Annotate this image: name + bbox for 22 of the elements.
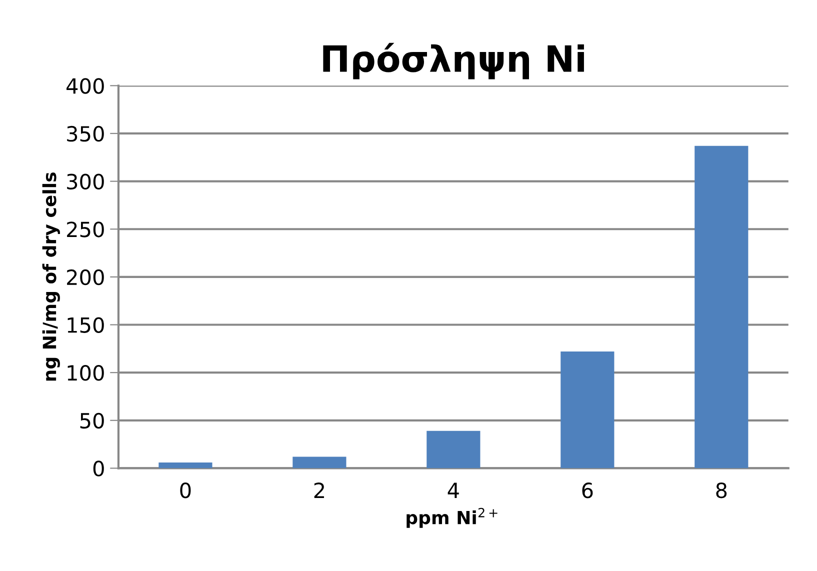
y-tick-label: 400 xyxy=(66,78,104,94)
y-tick-label: 50 xyxy=(80,412,104,429)
x-tick-label: 4 xyxy=(448,482,459,498)
x-tick-label: 0 xyxy=(180,482,191,498)
x-tick-label: 2 xyxy=(314,482,324,498)
x-tick-label: 6 xyxy=(582,482,593,498)
y-tick-label: 150 xyxy=(68,317,104,333)
bar xyxy=(292,456,346,468)
bar xyxy=(426,430,480,468)
y-tick-label: 100 xyxy=(68,365,104,381)
y-tick-label: 300 xyxy=(67,174,104,190)
bar xyxy=(694,146,748,468)
y-tick-label: 350 xyxy=(67,126,104,142)
y-tick-label: 200 xyxy=(67,269,104,286)
x-tick-label: 8 xyxy=(716,482,727,498)
y-tick-label: 250 xyxy=(67,222,104,238)
chart-title: Πρόσληψη Ni xyxy=(323,42,584,80)
bar xyxy=(158,462,212,468)
y-axis-title: ng Ni/mg of dry cells xyxy=(42,172,60,381)
y-tick-label: 0 xyxy=(93,460,104,476)
bar xyxy=(560,352,614,468)
x-axis-title: ppm Ni$^{2+}$ xyxy=(406,508,498,528)
